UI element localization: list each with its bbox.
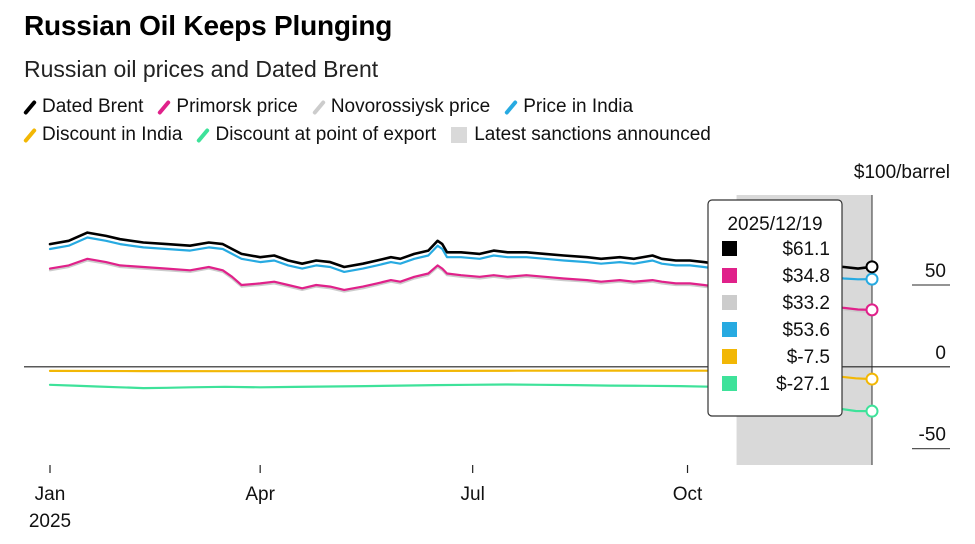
legend-item-discount-at-point-of-export: Discount at point of export	[196, 124, 437, 146]
legend-row-1: Dated Brent Primorsk price Novorossiysk pr…	[23, 96, 648, 118]
tooltip-swatch-price-in-india	[722, 322, 737, 337]
legend-item-primorsk-price: Primorsk price	[157, 96, 298, 118]
tooltip-value-price-in-india: $53.6	[782, 320, 830, 341]
legend-item-price-in-india: Price in India	[504, 96, 634, 118]
chart-subtitle: Russian oil prices and Dated Brent	[24, 56, 379, 82]
tooltip-swatch-novorossiysk-price	[722, 295, 737, 310]
x-tick-label: Apr	[245, 484, 275, 505]
chart-title: Russian Oil Keeps Plunging	[24, 10, 393, 41]
legend-label: Novorossiysk price	[330, 96, 491, 117]
x-tick-label: Oct	[673, 484, 703, 505]
legend-label: Dated Brent	[42, 96, 144, 117]
tooltip-box	[707, 199, 843, 417]
x-tick-label: Jul	[461, 484, 485, 505]
legend-item-latest-sanctions-announced: Latest sanctions announced	[451, 124, 711, 146]
endpoint-marker-discount-in-india	[865, 372, 879, 386]
tooltip-value-discount-in-india: $-7.5	[787, 347, 830, 368]
y-tick-label: -50	[919, 425, 946, 446]
legend-label: Price in India	[523, 96, 634, 117]
tooltip-date: 2025/12/19	[727, 214, 822, 235]
y-tick-label: 0	[935, 343, 946, 364]
x-tick-sublabel: 2025	[29, 511, 71, 532]
y-axis-unit-label: $100/barrel	[854, 162, 950, 183]
legend-swatch	[451, 127, 468, 143]
tooltip-value-discount-at-point-of-export: $-27.1	[776, 374, 830, 395]
legend-item-novorossiysk-price: Novorossiysk price	[311, 96, 491, 118]
legend-item-dated-brent: Dated Brent	[23, 96, 144, 118]
tooltip-swatch-primorsk-price	[722, 268, 737, 283]
endpoint-marker-dated-brent	[865, 260, 879, 274]
legend-item-discount-in-india: Discount in India	[23, 124, 183, 146]
tooltip-swatch-discount-at-point-of-export	[722, 376, 737, 391]
legend-label: Primorsk price	[176, 96, 298, 117]
endpoint-marker-price-in-india	[865, 272, 879, 286]
tooltip-swatch-dated-brent	[722, 241, 737, 256]
y-tick-label: 50	[925, 261, 946, 282]
legend-label: Latest sanctions announced	[474, 124, 711, 145]
legend-label: Discount at point of export	[215, 124, 437, 145]
endpoint-marker-discount-at-point-of-export	[865, 404, 879, 418]
endpoint-marker-primorsk-price	[865, 303, 879, 317]
x-tick-label: Jan	[35, 484, 66, 505]
tooltip-value-novorossiysk-price: $33.2	[782, 293, 830, 314]
legend-row-2: Discount in India Discount at point of ex…	[23, 124, 726, 146]
tooltip-swatch-discount-in-india	[722, 349, 737, 364]
legend-label: Discount in India	[42, 124, 183, 145]
tooltip-value-primorsk-price: $34.8	[782, 266, 830, 287]
tooltip-value-dated-brent: $61.1	[782, 239, 830, 260]
